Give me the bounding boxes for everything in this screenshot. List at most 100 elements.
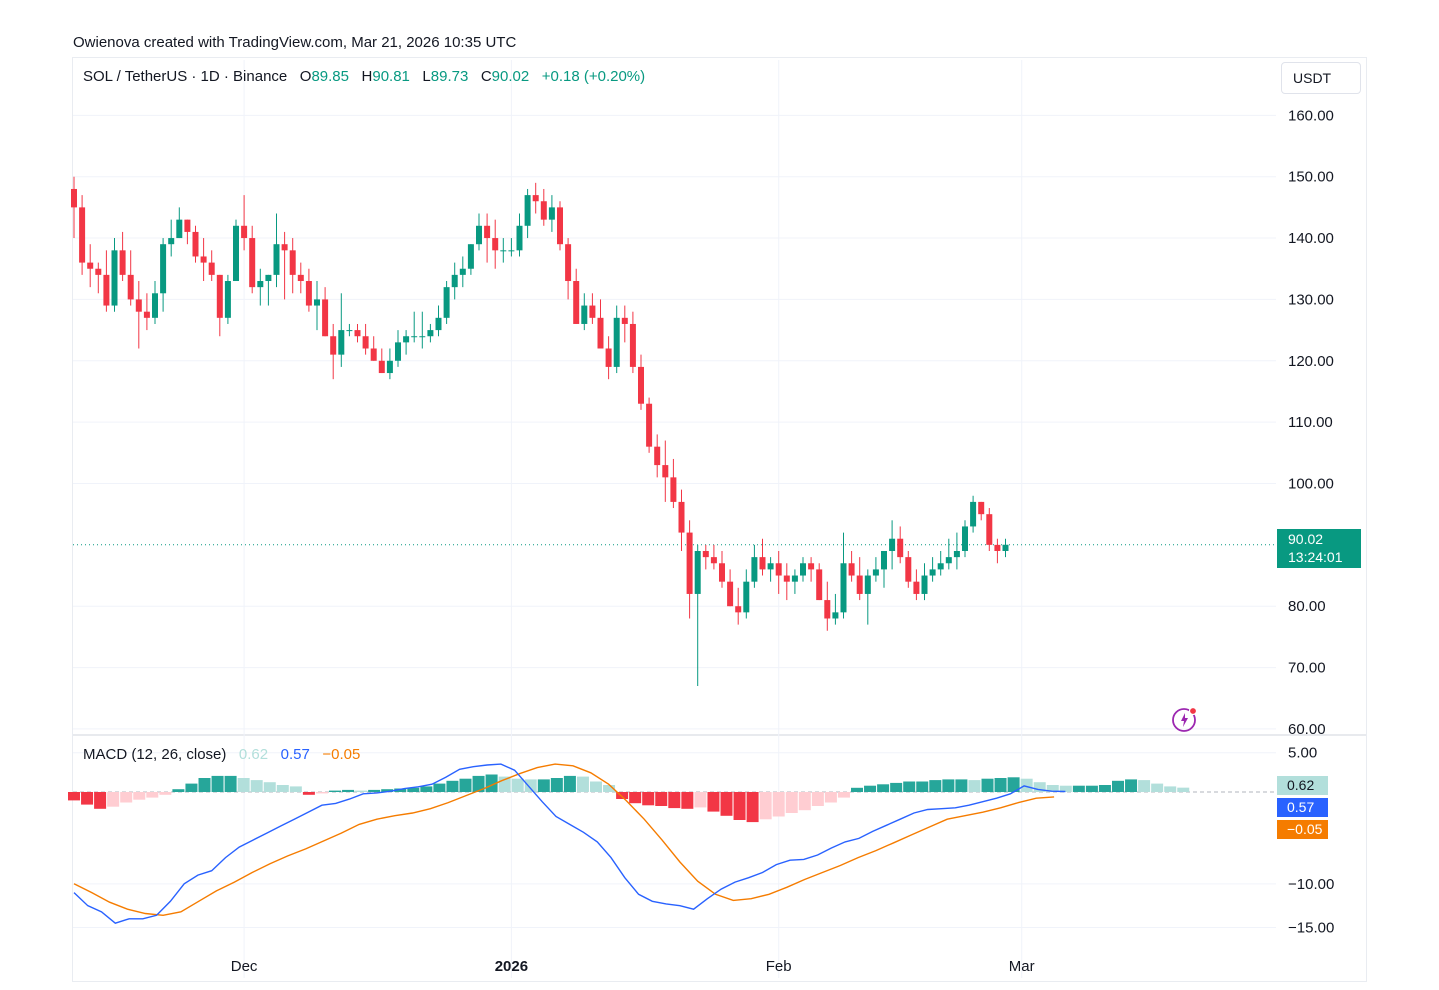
candle-body bbox=[889, 538, 896, 551]
currency-button[interactable]: USDT bbox=[1281, 62, 1361, 94]
low-value: 89.73 bbox=[430, 68, 469, 85]
candle-body bbox=[516, 225, 523, 251]
macd-histogram-bar bbox=[733, 792, 746, 820]
candle-body bbox=[297, 274, 304, 282]
candle-body bbox=[532, 195, 539, 202]
candle-body bbox=[629, 323, 636, 367]
macd-histogram-bar bbox=[198, 778, 211, 792]
low-label: L bbox=[422, 68, 431, 85]
candle-body bbox=[808, 563, 815, 570]
macd-histogram-bar bbox=[590, 781, 602, 792]
macd-histogram-bar bbox=[837, 792, 850, 798]
macd-histogram-bar bbox=[798, 792, 811, 811]
candle-body bbox=[354, 330, 361, 337]
candle-body bbox=[103, 274, 110, 306]
macd-histogram-bar bbox=[302, 792, 315, 795]
candle-body bbox=[233, 225, 239, 282]
open-label: O bbox=[299, 68, 312, 85]
candle-body bbox=[111, 250, 118, 306]
macd-histogram-bar bbox=[94, 792, 107, 809]
macd-histogram-bar bbox=[355, 790, 368, 792]
price-tick-label: 60.00 bbox=[1288, 721, 1326, 738]
macd-indicator-name[interactable]: MACD (12, 26, close) bbox=[83, 746, 227, 763]
candle-body bbox=[621, 317, 628, 324]
macd-histogram-bar bbox=[159, 792, 172, 795]
macd-histogram-bar bbox=[576, 776, 589, 792]
macd-histogram-bar bbox=[681, 792, 694, 809]
candle-body bbox=[484, 225, 491, 239]
candle-body bbox=[565, 244, 572, 282]
candle-body bbox=[832, 612, 839, 619]
macd-signal-tag: −0.05 bbox=[1277, 820, 1328, 839]
macd-histogram-bar bbox=[785, 792, 798, 813]
candle-body bbox=[152, 293, 158, 318]
candle-body bbox=[540, 201, 547, 220]
candle-body bbox=[824, 600, 831, 619]
candle-body bbox=[273, 244, 280, 275]
macd-histogram-bar bbox=[851, 787, 863, 792]
macd-histogram-bar bbox=[1085, 785, 1098, 792]
macd-histogram-bar bbox=[537, 779, 550, 792]
candle-body bbox=[662, 465, 669, 478]
macd-histogram-bar bbox=[1151, 783, 1164, 792]
price-tick-label: 150.00 bbox=[1288, 169, 1334, 186]
lightning-icon[interactable] bbox=[1172, 706, 1198, 732]
candle-body bbox=[864, 575, 871, 594]
candle-body bbox=[338, 330, 345, 355]
candle-body bbox=[281, 244, 288, 251]
candle-body bbox=[905, 557, 912, 582]
candle-body bbox=[435, 317, 442, 331]
macd-histogram-bar bbox=[1059, 785, 1072, 792]
macd-tick-label: −10.00 bbox=[1288, 876, 1334, 893]
time-tick-label: Feb bbox=[766, 958, 792, 975]
macd-histogram-bar bbox=[877, 784, 890, 792]
change-value: +0.18 (+0.20%) bbox=[541, 68, 646, 85]
gridlines bbox=[73, 60, 1366, 978]
candle-body bbox=[265, 274, 272, 282]
macd-line-value: 0.57 bbox=[280, 746, 310, 763]
macd-histogram-bar bbox=[381, 789, 394, 792]
macd-tick-label: −15.00 bbox=[1288, 920, 1334, 937]
candle-body bbox=[208, 262, 215, 275]
time-tick-label: Mar bbox=[1009, 958, 1035, 975]
macd-histogram-bar bbox=[707, 792, 720, 812]
macd-line-tag: 0.57 bbox=[1277, 798, 1328, 817]
candle-body bbox=[670, 477, 677, 502]
macd-histogram-bar bbox=[1125, 779, 1138, 792]
macd-histogram-bar bbox=[485, 774, 498, 792]
macd-histogram-bar bbox=[1098, 785, 1111, 792]
chart-attribution: Owienova created with TradingView.com, M… bbox=[73, 34, 517, 51]
macd-histogram-bar bbox=[1072, 785, 1085, 792]
candle-body bbox=[419, 336, 426, 338]
candle-body bbox=[362, 336, 369, 349]
candle-body bbox=[856, 575, 863, 594]
macd-signal-line bbox=[73, 763, 1055, 917]
macd-histogram-bar bbox=[211, 775, 224, 792]
candle-body bbox=[881, 550, 887, 570]
candle-body bbox=[395, 342, 401, 361]
macd-histogram-bar bbox=[1046, 785, 1059, 792]
symbol-legend[interactable]: SOL / TetherUS · 1D · Binance O89.85 H90… bbox=[83, 68, 645, 85]
candle-body bbox=[160, 244, 167, 294]
macd-histogram-bar bbox=[472, 775, 485, 792]
macd-legend[interactable]: MACD (12, 26, close) 0.62 0.57 −0.05 bbox=[83, 746, 360, 763]
macd-histogram-bar bbox=[185, 783, 198, 792]
time-tick-label: 2026 bbox=[495, 958, 528, 975]
candle-body bbox=[322, 299, 329, 337]
candle-body bbox=[686, 532, 693, 594]
macd-histogram-bar bbox=[629, 792, 642, 804]
candle-body bbox=[743, 581, 750, 613]
macd-histogram-bar bbox=[146, 792, 159, 798]
chart-frame bbox=[72, 57, 1367, 982]
macd-histogram-bar bbox=[746, 792, 759, 823]
price-tick-label: 130.00 bbox=[1288, 291, 1334, 308]
macd-histogram-bar bbox=[68, 792, 80, 801]
symbol-name[interactable]: SOL / TetherUS · 1D · Binance bbox=[83, 68, 288, 85]
candle-body bbox=[411, 336, 418, 338]
macd-histogram-bar bbox=[237, 778, 250, 792]
candle-body bbox=[467, 244, 474, 269]
candle-body bbox=[403, 336, 410, 343]
macd-histogram-bar bbox=[511, 778, 524, 792]
macd-histogram-bar bbox=[720, 792, 733, 816]
